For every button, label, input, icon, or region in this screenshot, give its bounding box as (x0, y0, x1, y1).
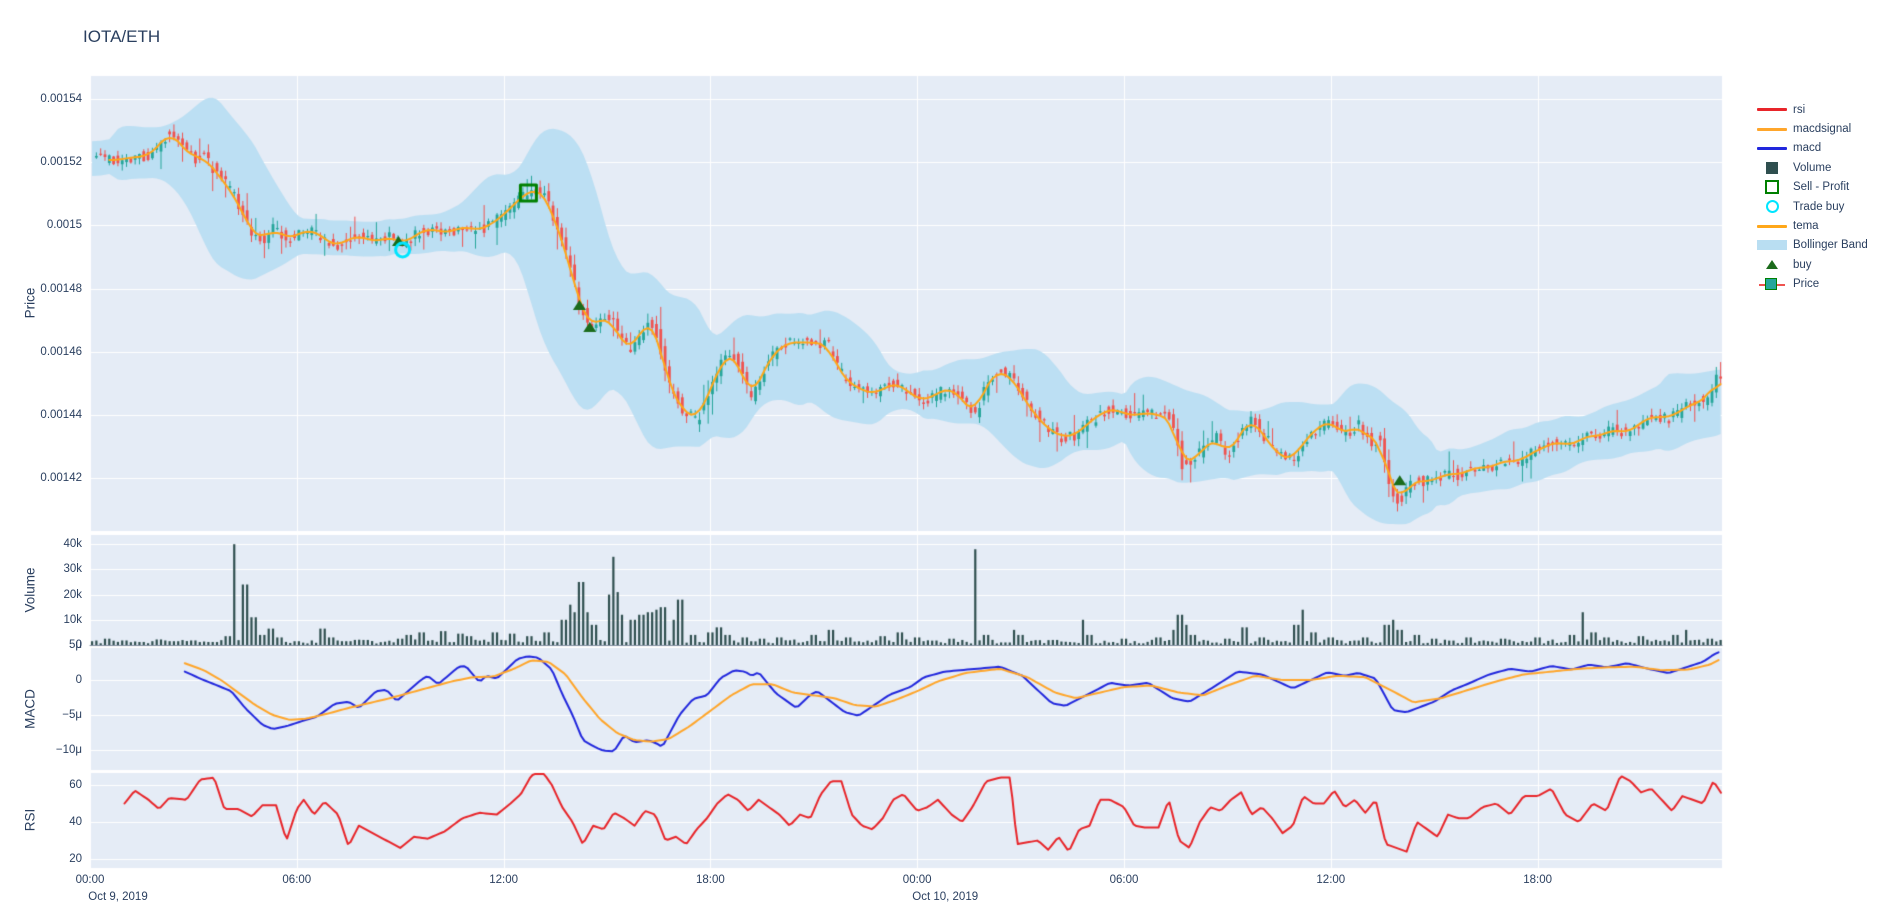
price-tick-label: 0.00144 (40, 408, 82, 421)
x-date-label: Oct 10, 2019 (912, 891, 979, 903)
page-title: IOTA/ETH (83, 27, 161, 46)
volume-tick-label: 30k (63, 563, 82, 576)
candle-icon (1756, 277, 1788, 291)
price-tick-label: 0.00148 (40, 282, 82, 295)
legend: rsi macdsignal macd Volume Sell - Profit Trad… (1756, 100, 1868, 294)
macd-tick-label: 0 (75, 674, 82, 686)
legend-item-macdsignal[interactable]: macdsignal (1756, 119, 1868, 138)
legend-item-tema[interactable]: tema (1756, 216, 1868, 235)
legend-label: Volume (1793, 161, 1832, 174)
legend-item-trade-buy[interactable]: Trade buy (1756, 197, 1868, 216)
x-tick-label: 00:00 (75, 874, 105, 886)
macd-tick-label: 5μ (68, 639, 82, 651)
x-tick-label: 06:00 (282, 874, 312, 886)
legend-label: buy (1793, 258, 1812, 271)
volume-tick-label: 40k (63, 538, 82, 551)
triangle-icon (1756, 260, 1788, 270)
square-icon (1756, 161, 1788, 174)
line-icon (1756, 224, 1788, 228)
x-tick-label: 18:00 (1523, 874, 1552, 886)
legend-item-bollinger-band[interactable]: Bollinger Band (1756, 236, 1868, 255)
x-tick-label: 12:00 (1316, 874, 1346, 886)
legend-item-macd[interactable]: macd (1756, 139, 1868, 158)
price-tick-label: 0.00146 (40, 345, 82, 358)
macd-axis-title: MACD (22, 689, 38, 729)
x-tick-label: 12:00 (489, 874, 518, 886)
legend-item-buy[interactable]: buy (1756, 255, 1868, 274)
legend-label: macdsignal (1793, 123, 1852, 136)
line-icon (1756, 108, 1788, 112)
macd-tick-label: −5μ (62, 709, 82, 721)
legend-label: tema (1793, 220, 1819, 233)
volume-axis-title: Volume (22, 567, 38, 613)
price-tick-label: 0.0015 (46, 219, 82, 232)
legend-label: rsi (1793, 103, 1806, 116)
x-tick-label: 00:00 (902, 874, 932, 886)
line-icon (1756, 146, 1788, 150)
rsi-tick-label: 20 (69, 853, 82, 865)
volume-tick-label: 10k (63, 613, 82, 626)
legend-label: Bollinger Band (1793, 239, 1868, 252)
legend-label: macd (1793, 142, 1822, 155)
legend-item-price[interactable]: Price (1756, 275, 1868, 294)
legend-label: Price (1793, 278, 1820, 291)
legend-item-sell-profit[interactable]: Sell - Profit (1756, 178, 1868, 197)
rsi-axis-title: RSI (22, 808, 38, 832)
x-date-label: Oct 9, 2019 (88, 891, 148, 903)
volume-tick-label: 20k (63, 588, 82, 601)
volume-tick-label: 0 (75, 639, 82, 651)
price-tick-label: 0.00154 (40, 93, 82, 105)
rsi-tick-label: 60 (69, 779, 82, 791)
legend-label: Trade buy (1793, 200, 1845, 213)
x-tick-label: 18:00 (696, 874, 725, 886)
legend-item-rsi[interactable]: rsi (1756, 100, 1868, 119)
macd-tick-label: −10μ (55, 744, 82, 756)
rsi-tick-label: 40 (69, 816, 82, 828)
price-tick-label: 0.00152 (40, 156, 82, 169)
legend-label: Sell - Profit (1793, 181, 1850, 194)
open-circle-icon (1756, 200, 1788, 214)
x-tick-label: 06:00 (1109, 874, 1139, 886)
open-square-icon (1756, 180, 1788, 195)
price-axis-title: Price (22, 287, 38, 319)
band-icon (1756, 240, 1788, 251)
price-tick-label: 0.00142 (40, 472, 82, 485)
legend-item-volume[interactable]: Volume (1756, 158, 1868, 177)
line-icon (1756, 127, 1788, 131)
